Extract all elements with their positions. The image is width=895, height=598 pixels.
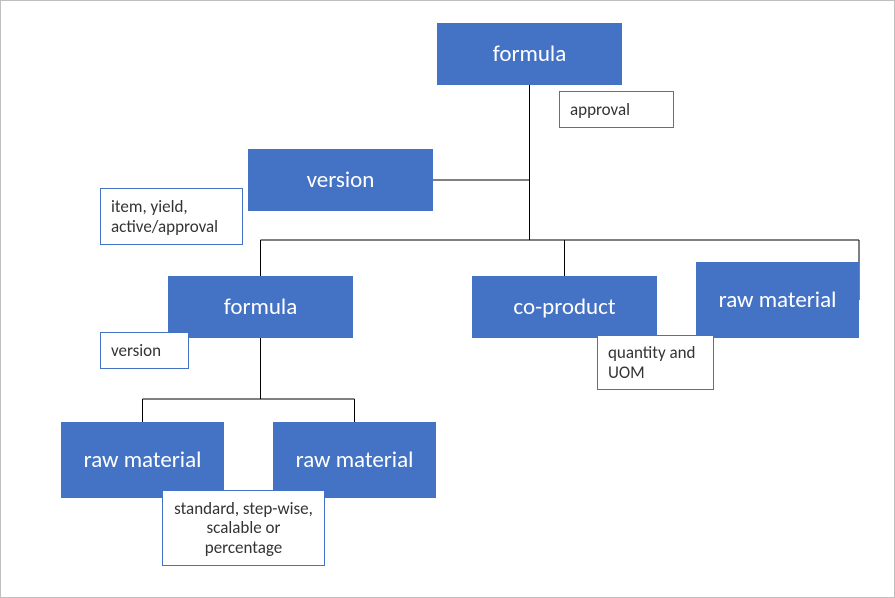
node-co-product: co-product — [472, 276, 657, 338]
node-label: raw material — [719, 287, 837, 313]
annot-label: standard, step-wise, scalable or percent… — [173, 499, 314, 558]
node-label: raw material — [296, 447, 414, 473]
node-formula-top: formula — [437, 23, 622, 85]
annot-label: item, yield, active/approval — [111, 197, 232, 236]
annot-label: quantity and UOM — [608, 343, 703, 382]
node-version: version — [248, 149, 433, 211]
node-formula-mid: formula — [168, 276, 353, 338]
annot-label: version — [111, 341, 161, 361]
node-label: raw material — [84, 447, 202, 473]
annot-quantity-uom: quantity and UOM — [597, 335, 714, 390]
annot-approval: approval — [559, 91, 674, 128]
node-label: co-product — [513, 294, 615, 320]
annot-standard-step: standard, step-wise, scalable or percent… — [162, 490, 325, 566]
diagram-canvas: formula version formula co-product raw m… — [0, 0, 895, 598]
node-label: formula — [493, 41, 566, 67]
node-raw-material-right: raw material — [696, 262, 859, 338]
annot-label: approval — [570, 100, 630, 120]
annot-version: version — [100, 332, 189, 369]
node-label: version — [307, 167, 375, 193]
node-raw-material-bottom-left: raw material — [61, 422, 224, 498]
node-raw-material-bottom-right: raw material — [273, 422, 436, 498]
node-label: formula — [224, 294, 297, 320]
annot-item-yield: item, yield, active/approval — [100, 188, 243, 245]
